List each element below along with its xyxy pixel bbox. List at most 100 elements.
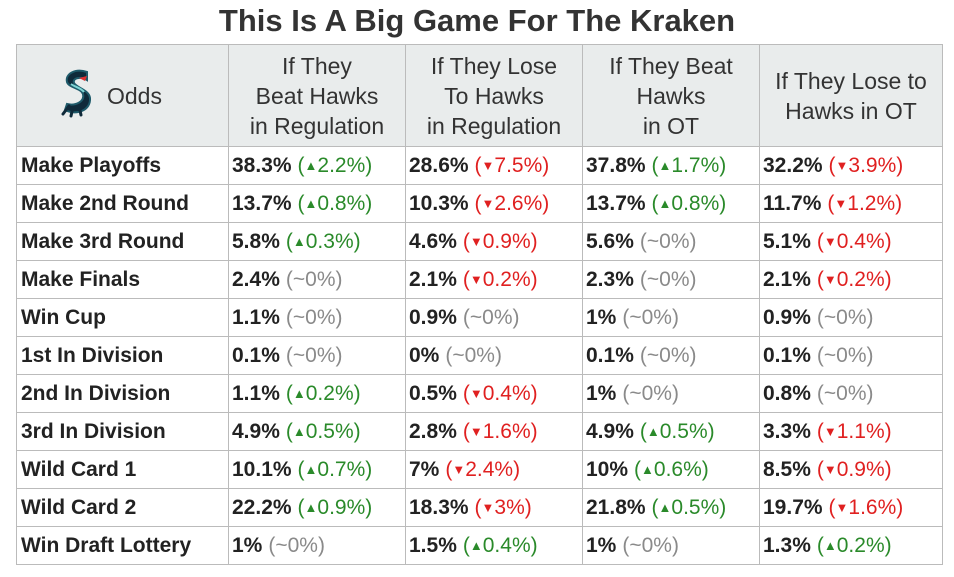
change-value: ~0%: [646, 229, 690, 253]
change-indicator: (▼0.9%): [816, 457, 892, 481]
odds-value: 2.1%: [763, 267, 811, 291]
column-header: If They Lose To Hawks in Regulation: [405, 44, 583, 147]
row-label: Make 3rd Round: [16, 222, 229, 261]
triangle-down-icon: ▼: [469, 271, 483, 287]
change-indicator: (▲0.5%): [285, 419, 361, 443]
triangle-up-icon: ▲: [292, 233, 306, 249]
triangle-down-icon: ▼: [481, 499, 495, 515]
change-indicator: (~0%): [816, 381, 874, 405]
odds-cell: 0.8% (~0%): [759, 374, 943, 413]
odds-cell: 1% (~0%): [582, 374, 760, 413]
row-label: Win Draft Lottery: [16, 526, 229, 565]
odds-cell: 32.2% (▼3.9%): [759, 146, 943, 185]
change-indicator: (▲0.4%): [462, 533, 538, 557]
odds-cell: 2.1% (▼0.2%): [759, 260, 943, 299]
triangle-down-icon: ▼: [835, 499, 849, 515]
triangle-up-icon: ▲: [469, 537, 483, 553]
change-indicator: (~0%): [445, 343, 502, 367]
change-value: 0.6%: [653, 457, 702, 481]
odds-value: 0.9%: [763, 305, 811, 329]
odds-cell: 0.1% (~0%): [759, 336, 943, 375]
table-row: Wild Card 2 22.2% (▲0.9%) 18.3% (▼3%) 21.8% (▲…: [16, 488, 943, 527]
odds-value: 0.1%: [232, 343, 280, 367]
row-label: Make 2nd Round: [16, 184, 229, 223]
odds-value: 18.3%: [409, 495, 469, 519]
change-indicator: (▼0.2%): [816, 267, 892, 291]
odds-cell: 0.9% (~0%): [405, 298, 583, 337]
triangle-down-icon: ▼: [481, 157, 495, 173]
row-label: Win Cup: [16, 298, 229, 337]
change-indicator: (~0%): [639, 343, 697, 367]
triangle-down-icon: ▼: [823, 271, 837, 287]
odds-value: 19.7%: [763, 495, 823, 519]
triangle-up-icon: ▲: [658, 157, 672, 173]
change-indicator: (▼2.4%): [445, 457, 521, 481]
odds-value: 0.8%: [763, 381, 811, 405]
odds-value: 4.9%: [232, 419, 280, 443]
change-value: 2.4%: [465, 457, 514, 481]
odds-cell: 5.8% (▲0.3%): [228, 222, 406, 261]
change-indicator: (▼3.9%): [828, 153, 904, 177]
triangle-up-icon: ▲: [646, 423, 660, 439]
odds-table: Odds If They Beat Hawks in Regulation If…: [16, 44, 943, 565]
odds-cell: 0.9% (~0%): [759, 298, 943, 337]
change-indicator: (~0%): [285, 305, 343, 329]
odds-label: Odds: [107, 82, 162, 109]
change-indicator: (▼7.5%): [474, 153, 550, 177]
change-value: 0.3%: [305, 229, 354, 253]
odds-value: 1%: [232, 533, 263, 557]
triangle-down-icon: ▼: [481, 195, 495, 211]
odds-cell: 2.3% (~0%): [582, 260, 760, 299]
triangle-down-icon: ▼: [823, 233, 837, 249]
odds-value: 1.1%: [232, 381, 280, 405]
odds-value: 4.9%: [586, 419, 634, 443]
triangle-up-icon: ▲: [304, 499, 318, 515]
change-value: ~0%: [823, 343, 867, 367]
change-value: ~0%: [629, 305, 672, 329]
odds-value: 13.7%: [232, 191, 292, 215]
change-value: 0.7%: [317, 457, 366, 481]
change-indicator: (~0%): [462, 305, 520, 329]
change-indicator: (▼1.6%): [828, 495, 904, 519]
odds-cell: 4.6% (▼0.9%): [405, 222, 583, 261]
odds-value: 1%: [586, 533, 617, 557]
change-indicator: (▲0.2%): [816, 533, 892, 557]
change-indicator: (▼3%): [474, 495, 532, 519]
triangle-up-icon: ▲: [304, 195, 318, 211]
odds-value: 7%: [409, 457, 440, 481]
triangle-down-icon: ▼: [452, 461, 466, 477]
odds-cell: 5.6% (~0%): [582, 222, 760, 261]
change-value: ~0%: [629, 533, 672, 557]
triangle-down-icon: ▼: [469, 423, 483, 439]
table-row: Win Cup 1.1% (~0%) 0.9% (~0%) 1% (~0%) 0.9% (~0%…: [16, 298, 943, 337]
odds-value: 38.3%: [232, 153, 292, 177]
table-row: 1st In Division 0.1% (~0%) 0% (~0%) 0.1% (~0%)…: [16, 336, 943, 375]
change-value: ~0%: [646, 267, 690, 291]
odds-cell: 37.8% (▲1.7%): [582, 146, 760, 185]
odds-value: 2.3%: [586, 267, 634, 291]
triangle-up-icon: ▲: [304, 461, 318, 477]
change-value: ~0%: [292, 305, 336, 329]
odds-cell: 4.9% (▲0.5%): [228, 412, 406, 451]
table-row: Make Playoffs 38.3% (▲2.2%) 28.6% (▼7.5%) 37.…: [16, 146, 943, 185]
triangle-up-icon: ▲: [641, 461, 654, 477]
row-label: Wild Card 1: [16, 450, 229, 489]
change-value: 0.4%: [836, 229, 885, 253]
change-indicator: (▼1.6%): [462, 419, 538, 443]
odds-cell: 0.1% (~0%): [228, 336, 406, 375]
odds-cell: 10.1% (▲0.7%): [228, 450, 406, 489]
change-value: 0.2%: [482, 267, 531, 291]
change-indicator: (▲0.2%): [285, 381, 361, 405]
change-indicator: (~0%): [268, 533, 325, 557]
odds-value: 0.1%: [586, 343, 634, 367]
table-row: 2nd In Division 1.1% (▲0.2%) 0.5% (▼0.4%) 1%(…: [16, 374, 943, 413]
triangle-up-icon: ▲: [823, 537, 837, 553]
odds-cell: 28.6% (▼7.5%): [405, 146, 583, 185]
odds-cell: 1.5% (▲0.4%): [405, 526, 583, 565]
triangle-down-icon: ▼: [469, 233, 483, 249]
change-indicator: (~0%): [622, 381, 679, 405]
odds-value: 0.9%: [409, 305, 457, 329]
table-row: Win Draft Lottery 1% (~0%) 1.5% (▲0.4%) 1% (~0…: [16, 526, 943, 565]
triangle-up-icon: ▲: [292, 423, 306, 439]
triangle-down-icon: ▼: [835, 157, 849, 173]
